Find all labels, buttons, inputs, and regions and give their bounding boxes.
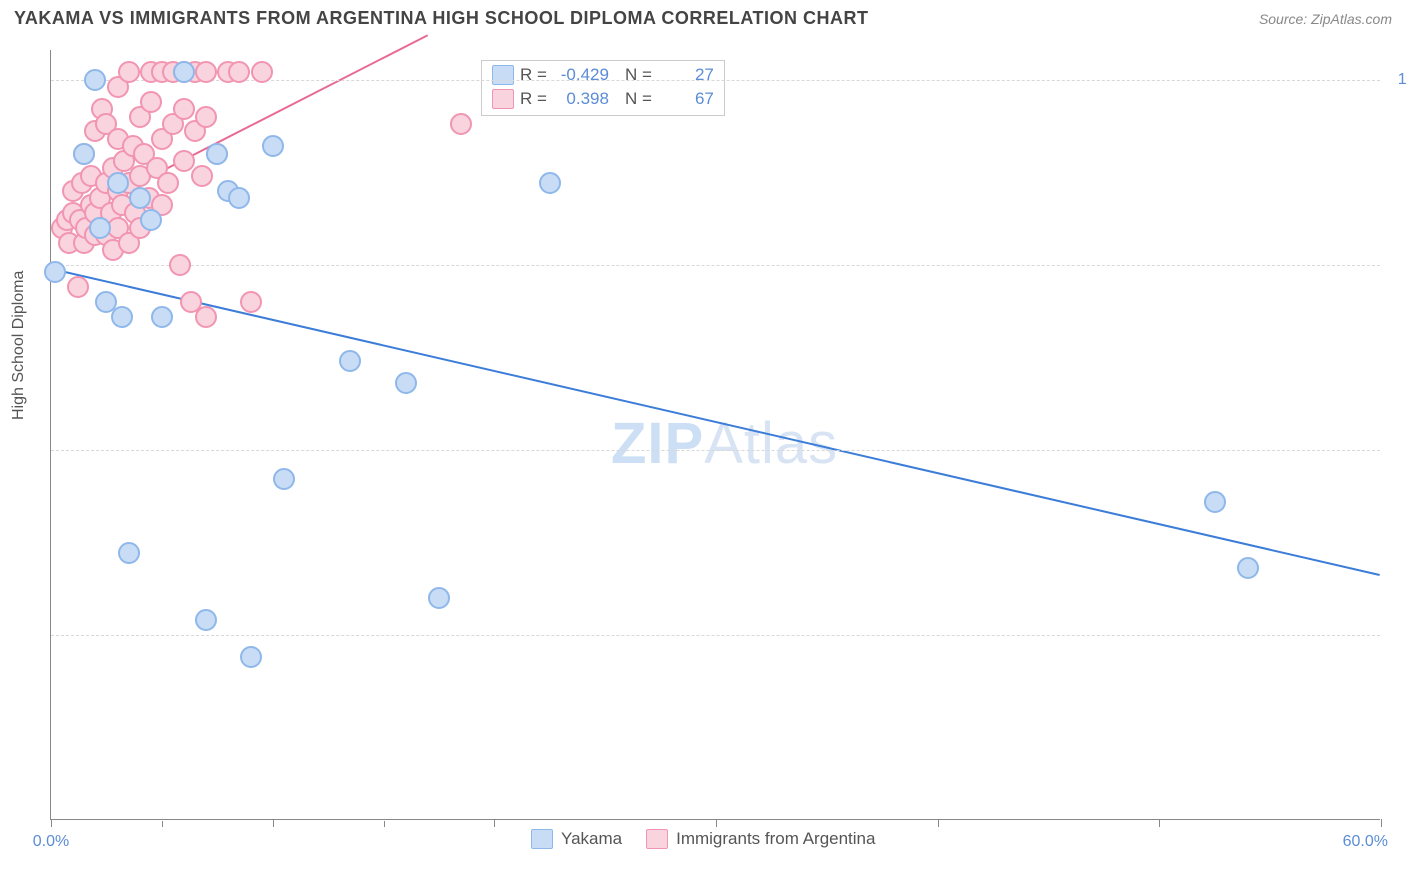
data-point xyxy=(169,254,191,276)
data-point xyxy=(251,61,273,83)
x-tick xyxy=(716,819,717,827)
gridline xyxy=(51,450,1380,451)
data-point xyxy=(195,106,217,128)
legend-row-yakama: R = -0.429 N = 27 xyxy=(492,63,714,87)
data-point xyxy=(44,261,66,283)
data-point xyxy=(151,306,173,328)
data-point xyxy=(1237,557,1259,579)
gridline xyxy=(51,635,1380,636)
data-point xyxy=(89,217,111,239)
y-tick-label: 87.5% xyxy=(1388,256,1406,274)
data-point xyxy=(129,187,151,209)
y-tick-label: 100.0% xyxy=(1388,71,1406,89)
legend-item-yakama: Yakama xyxy=(531,829,622,849)
data-point xyxy=(140,91,162,113)
trend-lines xyxy=(51,50,1380,819)
n-value-yakama: 27 xyxy=(658,65,714,85)
chart-title: YAKAMA VS IMMIGRANTS FROM ARGENTINA HIGH… xyxy=(14,8,869,29)
legend-swatch-yakama xyxy=(492,65,514,85)
data-point xyxy=(195,609,217,631)
legend-label-yakama: Yakama xyxy=(561,829,622,849)
correlation-legend: R = -0.429 N = 27 R = 0.398 N = 67 xyxy=(481,60,725,116)
x-tick xyxy=(162,821,163,827)
y-tick-label: 62.5% xyxy=(1388,626,1406,644)
gridline xyxy=(51,265,1380,266)
data-point xyxy=(111,306,133,328)
data-point xyxy=(262,135,284,157)
data-point xyxy=(428,587,450,609)
data-point xyxy=(67,276,89,298)
x-tick-label: 0.0% xyxy=(33,833,69,851)
data-point xyxy=(191,165,213,187)
legend-swatch-yakama xyxy=(531,829,553,849)
data-point xyxy=(118,542,140,564)
r-label: R = xyxy=(520,89,547,109)
gridline xyxy=(51,80,1380,81)
x-tick xyxy=(1381,819,1382,827)
r-value-argentina: 0.398 xyxy=(553,89,609,109)
legend-label-argentina: Immigrants from Argentina xyxy=(676,829,875,849)
legend-swatch-argentina xyxy=(646,829,668,849)
x-tick xyxy=(938,819,939,827)
r-label: R = xyxy=(520,65,547,85)
x-tick xyxy=(273,819,274,827)
trend-line xyxy=(51,269,1379,575)
data-point xyxy=(339,350,361,372)
data-point xyxy=(539,172,561,194)
y-axis-label: High School Diploma xyxy=(10,271,28,420)
scatter-chart: ZIPAtlas R = -0.429 N = 27 R = 0.398 N =… xyxy=(50,50,1380,820)
data-point xyxy=(84,69,106,91)
data-point xyxy=(140,209,162,231)
n-label: N = xyxy=(625,89,652,109)
r-value-yakama: -0.429 xyxy=(553,65,609,85)
data-point xyxy=(395,372,417,394)
series-legend: Yakama Immigrants from Argentina xyxy=(531,829,875,849)
data-point xyxy=(273,468,295,490)
x-tick xyxy=(1159,819,1160,827)
data-point xyxy=(228,187,250,209)
legend-swatch-argentina xyxy=(492,89,514,109)
data-point xyxy=(118,61,140,83)
y-tick-label: 75.0% xyxy=(1388,441,1406,459)
data-point xyxy=(157,172,179,194)
legend-row-argentina: R = 0.398 N = 67 xyxy=(492,87,714,111)
x-tick xyxy=(494,819,495,827)
data-point xyxy=(228,61,250,83)
data-point xyxy=(173,61,195,83)
data-point xyxy=(195,61,217,83)
n-value-argentina: 67 xyxy=(658,89,714,109)
n-label: N = xyxy=(625,65,652,85)
x-tick-label: 60.0% xyxy=(1343,833,1388,851)
data-point xyxy=(1204,491,1226,513)
x-tick xyxy=(51,819,52,827)
data-point xyxy=(206,143,228,165)
chart-source: Source: ZipAtlas.com xyxy=(1259,11,1392,27)
chart-header: YAKAMA VS IMMIGRANTS FROM ARGENTINA HIGH… xyxy=(0,0,1406,41)
legend-item-argentina: Immigrants from Argentina xyxy=(646,829,875,849)
data-point xyxy=(450,113,472,135)
data-point xyxy=(240,646,262,668)
data-point xyxy=(240,291,262,313)
x-tick xyxy=(384,821,385,827)
data-point xyxy=(195,306,217,328)
data-point xyxy=(173,98,195,120)
data-point xyxy=(107,172,129,194)
data-point xyxy=(73,143,95,165)
